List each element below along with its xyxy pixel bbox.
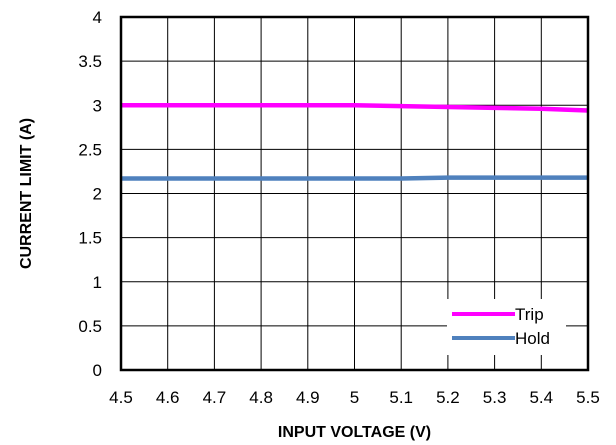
series-line-hold bbox=[121, 175, 588, 181]
x-tick-label: 5.5 bbox=[576, 388, 600, 407]
y-axis-ticks: 0 0.5 1 1.5 2 2.5 3 3.5 4 bbox=[78, 8, 102, 380]
series-lines bbox=[121, 103, 589, 181]
y-tick-label: 2 bbox=[93, 185, 102, 204]
y-tick-label: 0 bbox=[93, 361, 102, 380]
x-tick-label: 4.9 bbox=[296, 388, 320, 407]
x-tick-label: 5.2 bbox=[436, 388, 460, 407]
x-tick-label: 5 bbox=[350, 388, 359, 407]
y-tick-label: 4 bbox=[93, 8, 102, 27]
plot-area-frame bbox=[119, 15, 590, 372]
x-tick-label: 4.5 bbox=[109, 388, 133, 407]
legend-label-hold: Hold bbox=[515, 329, 550, 348]
legend-label-trip: Trip bbox=[515, 305, 544, 324]
y-tick-label: 1.5 bbox=[78, 229, 102, 248]
y-tick-label: 0.5 bbox=[78, 317, 102, 336]
x-axis-title: INPUT VOLTAGE (V) bbox=[278, 424, 431, 441]
x-tick-label: 4.7 bbox=[203, 388, 227, 407]
legend-background bbox=[447, 299, 566, 355]
x-tick-label: 4.6 bbox=[156, 388, 180, 407]
y-tick-label: 3.5 bbox=[78, 52, 102, 71]
x-tick-label: 5.4 bbox=[529, 388, 553, 407]
y-tick-label: 1 bbox=[93, 273, 102, 292]
x-tick-label: 5.1 bbox=[389, 388, 413, 407]
series-line-trip bbox=[121, 103, 589, 113]
y-tick-label: 3 bbox=[93, 96, 102, 115]
x-tick-label: 4.8 bbox=[249, 388, 273, 407]
x-tick-label: 5.3 bbox=[483, 388, 507, 407]
x-axis-ticks: 4.5 4.6 4.7 4.8 4.9 5 5.1 5.2 5.3 5.4 5.5 bbox=[109, 388, 600, 407]
y-tick-label: 2.5 bbox=[78, 140, 102, 159]
legend: Trip Hold bbox=[447, 299, 566, 355]
y-axis-title: CURRENT LIMIT (A) bbox=[18, 118, 35, 269]
